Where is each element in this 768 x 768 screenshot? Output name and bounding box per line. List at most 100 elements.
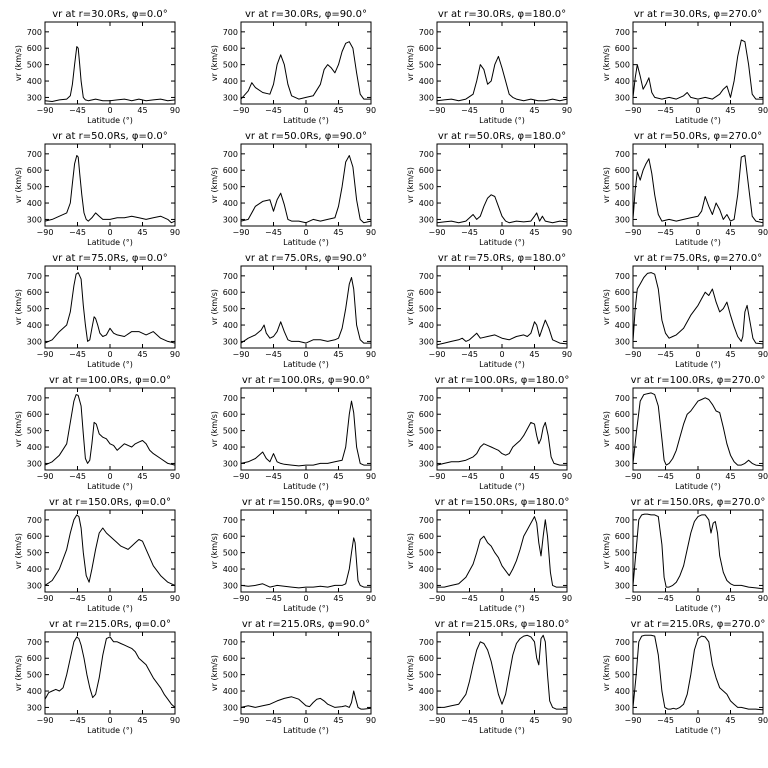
panel-11: vr at r=75.0Rs, φ=180.0° −90 −45 0 45 90 300 40… [406,253,572,369]
panel-title: vr at r=75.0Rs, φ=270.0° [634,253,762,264]
y-tick-label: 400 [223,565,238,574]
y-axis-label: vr (km/s) [602,655,611,691]
data-line [240,690,372,710]
y-tick-label: 400 [223,199,238,208]
plot-frame [44,631,176,715]
y-tick-label: 600 [419,44,434,53]
x-axis-label: Latitude (°) [675,116,721,125]
x-tick-label: 0 [107,228,112,237]
x-tick-label: 90 [758,228,768,237]
panel-title: vr at r=100.0Rs, φ=90.0° [242,375,370,386]
x-axis-label: Latitude (°) [283,238,329,247]
x-tick-label: 90 [562,106,572,115]
y-tick-label: 600 [419,654,434,663]
y-axis-label: vr (km/s) [210,167,219,203]
x-tick-label: −90 [37,228,54,237]
panel-16: vr at r=100.0Rs, φ=270.0° −90 −45 0 45 90 300 4… [602,375,768,491]
x-tick-label: −90 [429,228,446,237]
y-tick-label: 400 [27,687,42,696]
panel-14: vr at r=100.0Rs, φ=90.0° −90 −45 0 45 90 300 40… [210,375,376,491]
data-line [632,634,764,711]
y-tick-label: 600 [615,410,630,419]
x-tick-label: 45 [725,472,735,481]
x-axis-label: Latitude (°) [283,116,329,125]
panel-title: vr at r=215.0Rs, φ=270.0° [631,619,766,630]
y-tick-label: 300 [27,703,42,712]
y-tick-label: 600 [27,654,42,663]
y-tick-label: 300 [223,93,238,102]
x-axis-label: Latitude (°) [87,360,133,369]
panel-title: vr at r=100.0Rs, φ=270.0° [631,375,766,386]
x-tick-label: 0 [499,106,504,115]
y-tick-label: 600 [419,410,434,419]
y-axis-label: vr (km/s) [602,45,611,81]
x-tick-label: 90 [170,594,180,603]
y-tick-label: 500 [615,671,630,680]
y-tick-label: 600 [419,166,434,175]
data-line [632,39,763,100]
y-tick-label: 500 [615,549,630,558]
y-tick-label: 700 [223,272,238,281]
y-tick-label: 600 [27,410,42,419]
x-tick-label: 0 [695,228,700,237]
x-tick-label: −90 [233,472,250,481]
x-tick-label: 90 [170,106,180,115]
panel-17: vr at r=150.0Rs, φ=0.0° −90 −45 0 45 90 300 400… [14,497,180,613]
x-axis-label: Latitude (°) [283,726,329,735]
x-axis-label: Latitude (°) [283,604,329,613]
x-tick-label: 45 [137,594,147,603]
x-tick-label: 90 [758,350,768,359]
panel-title: vr at r=215.0Rs, φ=0.0° [49,619,171,630]
y-tick-label: 300 [223,581,238,590]
panel-title: vr at r=75.0Rs, φ=0.0° [52,253,168,264]
y-tick-label: 500 [419,549,434,558]
x-tick-label: −45 [265,472,282,481]
x-tick-label: 45 [333,350,343,359]
x-tick-label: −45 [657,106,674,115]
y-axis-label: vr (km/s) [14,655,23,691]
y-axis-label: vr (km/s) [602,411,611,447]
x-axis-label: Latitude (°) [675,726,721,735]
panel-title: vr at r=215.0Rs, φ=90.0° [242,619,370,630]
x-tick-label: 90 [562,716,572,725]
panel-3: vr at r=30.0Rs, φ=180.0° −90 −45 0 45 90 300 40… [406,9,572,125]
x-tick-label: 0 [107,106,112,115]
y-tick-label: 300 [419,215,434,224]
x-axis-label: Latitude (°) [675,238,721,247]
x-tick-label: 90 [366,472,376,481]
y-tick-label: 600 [223,288,238,297]
y-tick-label: 400 [27,77,42,86]
y-tick-label: 600 [223,654,238,663]
y-axis-label: vr (km/s) [14,45,23,81]
x-tick-label: −90 [429,594,446,603]
panel-title: vr at r=215.0Rs, φ=180.0° [435,619,570,630]
panel-2: vr at r=30.0Rs, φ=90.0° −90 −45 0 45 90 300 400… [210,9,376,125]
plot-frame [436,387,568,471]
x-tick-label: 0 [107,594,112,603]
panel-title: vr at r=50.0Rs, φ=90.0° [245,131,367,142]
x-axis-label: Latitude (°) [479,726,525,735]
plot-frame [44,387,176,471]
x-tick-label: 45 [529,716,539,725]
y-tick-label: 400 [419,443,434,452]
y-axis-label: vr (km/s) [602,533,611,569]
y-tick-label: 700 [419,28,434,37]
y-tick-label: 600 [27,288,42,297]
y-tick-label: 400 [223,321,238,330]
x-tick-label: −90 [233,716,250,725]
y-tick-label: 300 [27,581,42,590]
y-tick-label: 500 [27,305,42,314]
y-tick-label: 300 [615,459,630,468]
data-line [436,319,568,346]
x-tick-label: 90 [366,594,376,603]
y-tick-label: 700 [223,150,238,159]
y-axis-label: vr (km/s) [210,533,219,569]
x-axis-label: Latitude (°) [87,604,133,613]
y-tick-label: 500 [419,427,434,436]
panel-5: vr at r=50.0Rs, φ=0.0° −90 −45 0 45 90 300 400 5… [14,131,180,247]
panel-title: vr at r=100.0Rs, φ=0.0° [49,375,171,386]
y-tick-label: 700 [615,272,630,281]
y-tick-label: 700 [27,394,42,403]
x-tick-label: −45 [265,228,282,237]
